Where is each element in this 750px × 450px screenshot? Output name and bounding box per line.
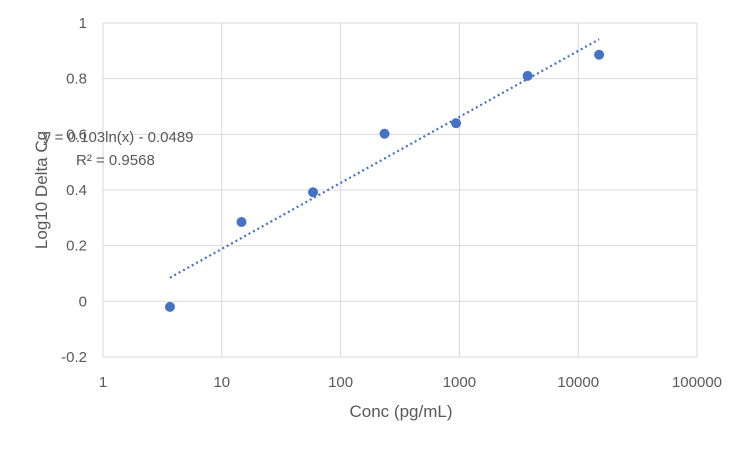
x-tick-label: 1 bbox=[99, 374, 107, 391]
y-tick-label: 1 bbox=[79, 15, 87, 32]
trendline-equation: y = 0.103ln(x) - 0.0489 bbox=[43, 129, 194, 146]
data-point bbox=[522, 70, 533, 81]
data-points bbox=[164, 49, 605, 312]
y-tick-label: 0 bbox=[79, 293, 87, 310]
trendline bbox=[169, 38, 600, 279]
data-point bbox=[164, 301, 175, 312]
grid bbox=[102, 22, 698, 358]
data-point bbox=[594, 49, 605, 60]
x-axis-title: Conc (pg/mL) bbox=[350, 402, 453, 421]
x-tick-labels: 1 10 100 1000 10000 100000 bbox=[99, 374, 722, 391]
data-point bbox=[379, 128, 390, 139]
y-tick-label: -0.2 bbox=[61, 349, 87, 366]
trendline-r-squared: R² = 0.9568 bbox=[76, 152, 155, 169]
y-tick-label: 0.6 bbox=[66, 126, 87, 143]
x-tick-label: 1000 bbox=[443, 374, 476, 391]
y-tick-label: 0.4 bbox=[66, 182, 87, 199]
trendline-layer bbox=[169, 38, 600, 279]
data-point bbox=[451, 118, 462, 129]
data-point bbox=[236, 217, 247, 228]
y-tick-labels: -0.2 0 0.2 0.4 0.6 0.8 1 bbox=[61, 15, 87, 366]
x-tick-label: 10 bbox=[213, 374, 230, 391]
x-tick-label: 100000 bbox=[672, 374, 722, 391]
x-tick-label: 10000 bbox=[557, 374, 599, 391]
y-axis-title: Log10 Delta Cq bbox=[32, 131, 51, 249]
x-tick-label: 100 bbox=[328, 374, 353, 391]
data-point bbox=[308, 187, 319, 198]
y-tick-label: 0.2 bbox=[66, 238, 87, 255]
y-tick-label: 0.8 bbox=[66, 71, 87, 88]
